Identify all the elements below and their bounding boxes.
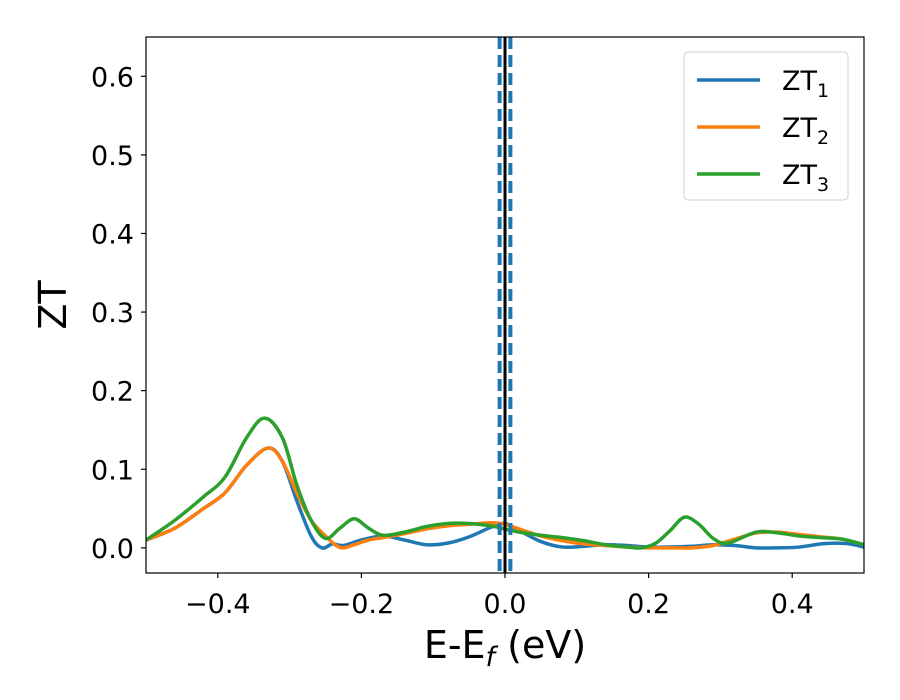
y-tick-label: 0.0 xyxy=(91,534,134,565)
legend-label-2: ZT2 xyxy=(782,113,829,149)
y-axis-title: ZT xyxy=(31,280,75,330)
legend-label-3: ZT3 xyxy=(782,160,829,196)
legend: ZT1 ZT2 ZT3 xyxy=(683,51,849,201)
y-tick-label: 0.3 xyxy=(91,298,134,329)
x-axis-title: E-Ef (eV) xyxy=(424,623,586,673)
y-tick-label: 0.2 xyxy=(91,377,134,408)
legend-box xyxy=(683,51,849,201)
x-tick-label: 0.2 xyxy=(627,589,670,620)
y-tick-label: 0.5 xyxy=(91,141,134,172)
x-tick-label: −0.4 xyxy=(185,589,251,620)
x-tick-label: −0.2 xyxy=(329,589,395,620)
x-tick-label: 0.4 xyxy=(771,589,814,620)
x-tick-label: 0.0 xyxy=(484,589,527,620)
y-axis: 0.0 0.1 0.2 0.3 0.4 0.5 0.6 xyxy=(91,62,146,565)
legend-label-1: ZT1 xyxy=(782,66,829,102)
x-axis: −0.4 −0.2 0.0 0.2 0.4 xyxy=(185,573,814,620)
y-tick-label: 0.1 xyxy=(91,455,134,486)
y-tick-label: 0.6 xyxy=(91,62,134,93)
y-tick-label: 0.4 xyxy=(91,219,134,250)
vertical-line-layer xyxy=(497,37,513,573)
legend-items: ZT1 ZT2 ZT3 xyxy=(697,66,829,196)
